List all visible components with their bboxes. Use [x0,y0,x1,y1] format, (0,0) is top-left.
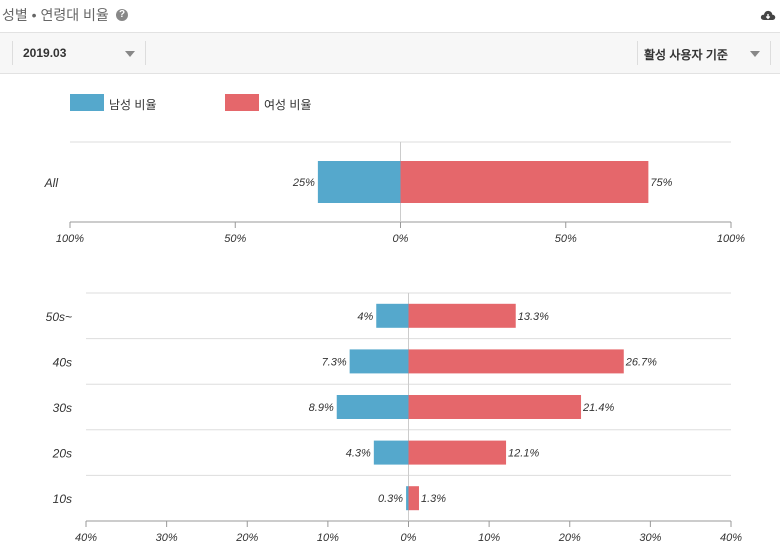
legend-swatch-male [70,94,104,111]
bar-female [408,349,624,374]
legend: 남성 비율 여성 비율 [0,92,400,112]
data-label-male: 8.9% [309,402,334,414]
legend-label-female: 여성 비율 [264,98,312,112]
category-label: 40s [53,355,72,369]
legend-label-male: 남성 비율 [109,98,157,112]
category-label: 30s [53,401,72,415]
x-tick-label: 50% [555,233,577,245]
date-select-value: 2019.03 [23,46,67,60]
x-tick-label: 40% [75,532,97,544]
bar-female [400,161,649,203]
chart-all: 100% 50% 0% 50% 100% All 25% 75% [44,141,745,245]
bar-female [408,440,507,465]
basis-select-value: 활성 사용자 기준 [644,48,728,62]
x-tick-label: 40% [720,532,742,544]
filter-toolbar: 2019.03 활성 사용자 기준 [0,32,780,74]
data-label-male: 25% [292,177,315,189]
x-tick-label: 50% [224,233,246,245]
chart-header: 성별 • 연령대 비율 ? [0,0,780,32]
data-label-female: 26.7% [625,356,657,368]
legend-swatch-female [225,94,259,111]
category-label: 10s [53,492,72,506]
bar-male [336,395,409,419]
x-tick-label: 0% [393,233,409,245]
bar-male [376,303,409,328]
bar-male [373,440,409,465]
data-label-female: 12.1% [508,448,539,460]
x-tick-label: 0% [401,532,417,544]
x-tick-label: 20% [558,532,581,544]
category-label: 50s~ [46,310,72,324]
data-label-female: 1.3% [421,493,446,505]
chart-age: 40% 30% 20% 10% 0% 10% 20% 30% 40% 50s~ 4% 13.3% 40s… [46,292,742,544]
x-tick-label: 20% [235,532,258,544]
bar-male [349,349,409,374]
help-icon[interactable]: ? [116,9,128,21]
bar-male [406,486,409,511]
caret-down-icon [750,51,760,57]
bar-female [408,395,582,419]
x-tick-label: 30% [156,532,178,544]
data-label-male: 7.3% [322,356,347,368]
data-label-male: 4% [357,311,373,323]
caret-down-icon [125,51,135,57]
x-tick-label: 30% [639,532,661,544]
data-label-female: 21.4% [582,402,614,414]
bar-female [408,303,516,328]
category-label: All [44,176,59,190]
data-label-male: 4.3% [346,448,371,460]
category-label: 20s [52,447,72,461]
data-label-male: 0.3% [378,493,403,505]
x-tick-label: 10% [317,532,339,544]
x-tick-label: 100% [717,233,745,245]
cloud-download-icon[interactable] [760,8,776,22]
x-tick-label: 10% [478,532,500,544]
date-select[interactable]: 2019.03 [12,41,146,65]
data-label-female: 13.3% [518,311,549,323]
bar-female [408,486,419,511]
page-title: 성별 • 연령대 비율 [2,7,109,23]
data-label-female: 75% [650,177,672,189]
bar-male [317,161,401,203]
basis-select[interactable]: 활성 사용자 기준 [637,41,771,65]
x-tick-label: 100% [56,233,84,245]
